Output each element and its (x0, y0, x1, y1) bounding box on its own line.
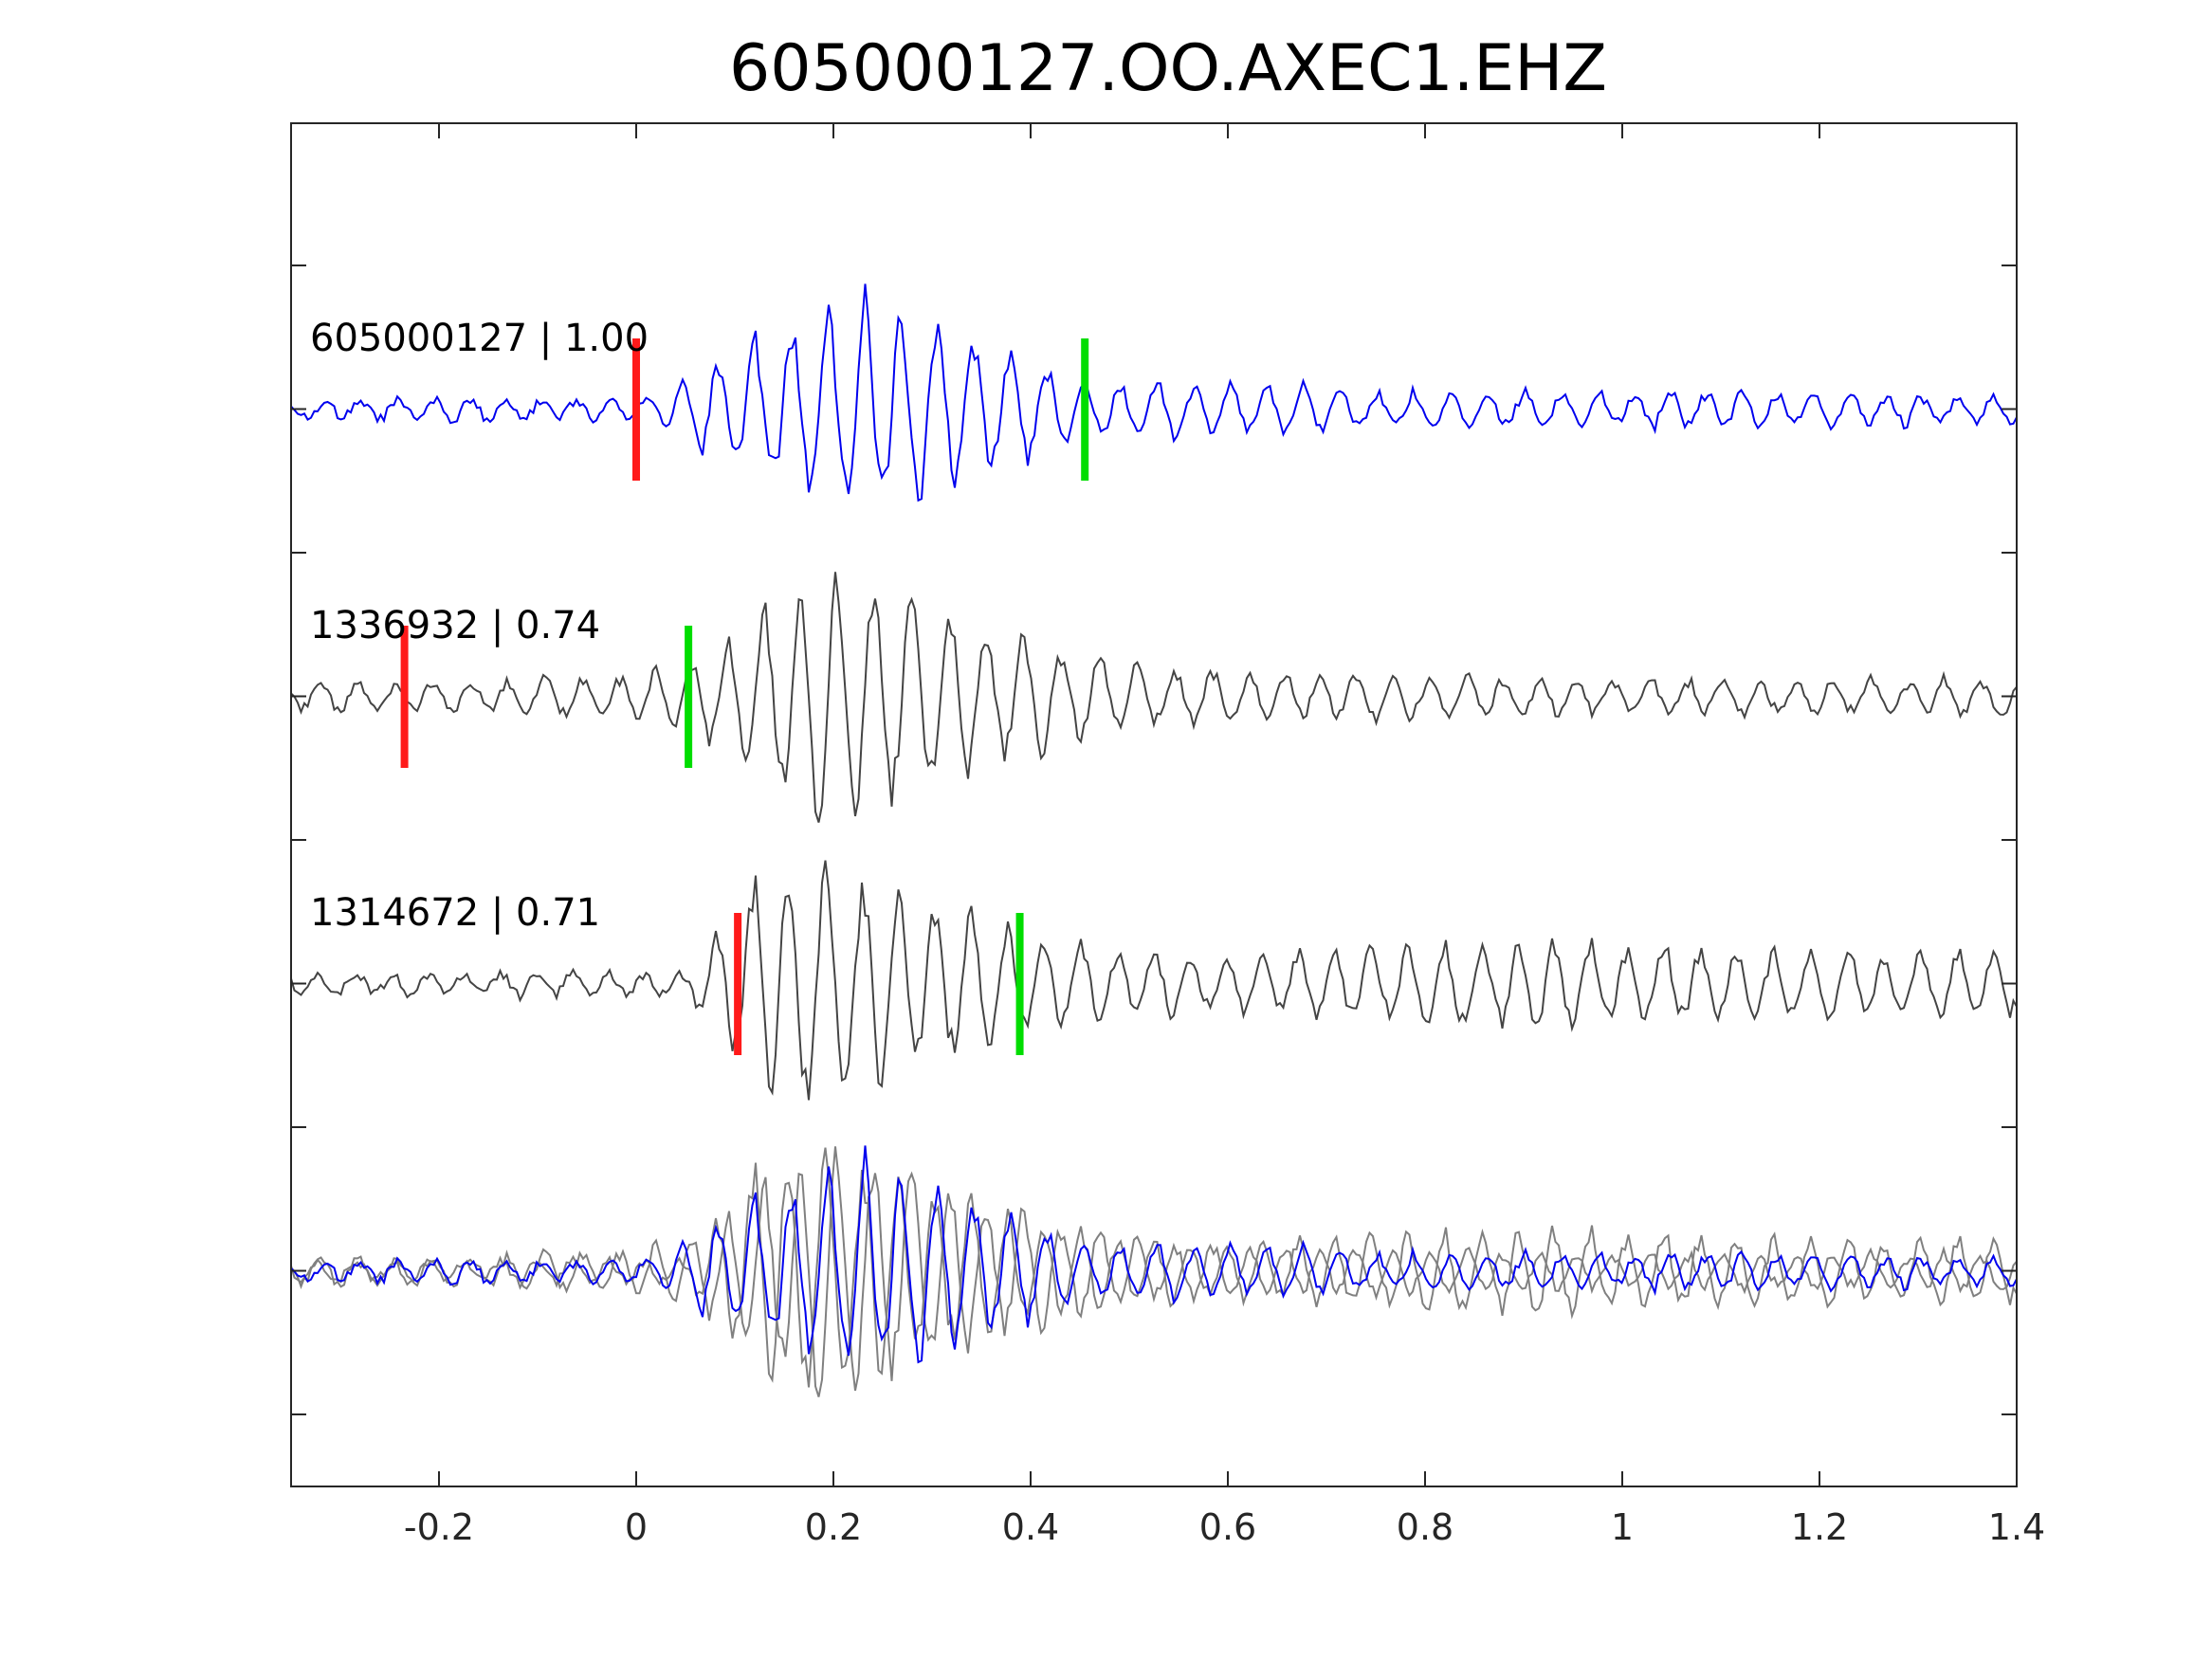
x-tick-label: 1.4 (1988, 1506, 2045, 1548)
trace-labels: 605000127 | 1.00 1336932 | 0.74 1314672 | … (310, 317, 649, 935)
trace-1-label: 605000127 | 1.00 (310, 317, 649, 360)
chart-title: 605000127.OO.AXEC1.EHZ (729, 31, 1607, 106)
x-tick-label: 1.2 (1791, 1506, 1848, 1548)
x-tick-label: 1 (1611, 1506, 1634, 1548)
traces-layer (290, 283, 2018, 1397)
picks-layer (400, 338, 1089, 1055)
x-tick-label: 0.8 (1397, 1506, 1453, 1548)
trace-1-line (290, 283, 2018, 502)
trace-2-line (290, 572, 2018, 823)
x-tick-label: 0.6 (1199, 1506, 1256, 1548)
axes-frame (290, 122, 2018, 1487)
trace-3-line (290, 860, 2018, 1101)
x-tick-label: -0.2 (404, 1506, 474, 1548)
overlay-trace-2-line (290, 1146, 2018, 1397)
trace-2-label: 1336932 | 0.74 (310, 604, 600, 647)
x-tick-label: 0.2 (805, 1506, 862, 1548)
x-tick-label: 0 (625, 1506, 648, 1548)
x-tick-label: 0.4 (1002, 1506, 1059, 1548)
trace-3-label: 1314672 | 0.71 (310, 891, 600, 935)
overlay-trace-1-line (290, 1145, 2018, 1364)
axes: -0.2 0 0.2 0.4 0.6 0.8 1 1.2 1.4 (290, 122, 2045, 1548)
